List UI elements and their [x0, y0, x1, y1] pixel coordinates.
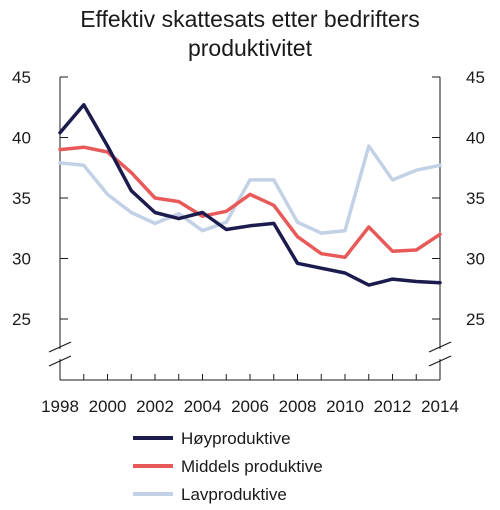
- y-tick-label-left: 40: [12, 129, 31, 148]
- series-line-2: [58, 145, 442, 260]
- y-axis-right-ticks: 25 30 35 40 45: [432, 68, 485, 329]
- y-tick-label-left: 25: [12, 310, 31, 329]
- series-line-3: [58, 144, 442, 235]
- x-tick-label: 2000: [89, 397, 127, 416]
- legend-label: Lavproduktive: [181, 485, 287, 504]
- y-tick-label-left: 30: [12, 250, 31, 269]
- y-tick-label-right: 30: [466, 250, 485, 269]
- legend-label: Middels produktive: [181, 457, 323, 476]
- y-tick-label-right: 35: [466, 189, 485, 208]
- y-tick-label-right: 45: [466, 68, 485, 87]
- chart-title-line: Effektiv skattesats etter bedrifters: [80, 6, 420, 32]
- y-tick-label-left: 45: [12, 68, 31, 87]
- x-tick-label: 2004: [184, 397, 222, 416]
- axis-break-gap: [436, 349, 444, 359]
- axis-break-gap: [56, 349, 64, 359]
- x-tick-label: 2010: [326, 397, 364, 416]
- series-line-1: [58, 103, 442, 287]
- y-axis-left-ticks: 25 30 35 40 45: [12, 68, 68, 329]
- legend: Høyproduktive Middels produktive Lavproduk…: [133, 429, 323, 504]
- legend-label: Høyproduktive: [181, 429, 291, 448]
- series-lines: [58, 103, 442, 287]
- axes: [48, 77, 452, 381]
- axis-break-mark: [428, 341, 452, 353]
- x-tick-label: 1998: [41, 397, 79, 416]
- y-tick-label-right: 40: [466, 129, 485, 148]
- x-axis-ticks: 1998 2000 2002 2004 2006 2008 2010 2012 2014: [41, 374, 459, 416]
- x-tick-label: 2008: [279, 397, 317, 416]
- axis-break-mark: [48, 355, 72, 367]
- axis-break-mark: [48, 341, 72, 353]
- x-tick-label: 2002: [136, 397, 174, 416]
- y-tick-label-right: 25: [466, 310, 485, 329]
- axis-break-mark: [428, 355, 452, 367]
- chart-title-line: produktivitet: [188, 35, 313, 61]
- x-tick-label: 2012: [374, 397, 412, 416]
- chart-title: Effektiv skattesats etter bedrifters prod…: [80, 6, 420, 61]
- x-tick-label: 2006: [231, 397, 269, 416]
- y-tick-label-left: 35: [12, 189, 31, 208]
- x-tick-label: 2014: [421, 397, 459, 416]
